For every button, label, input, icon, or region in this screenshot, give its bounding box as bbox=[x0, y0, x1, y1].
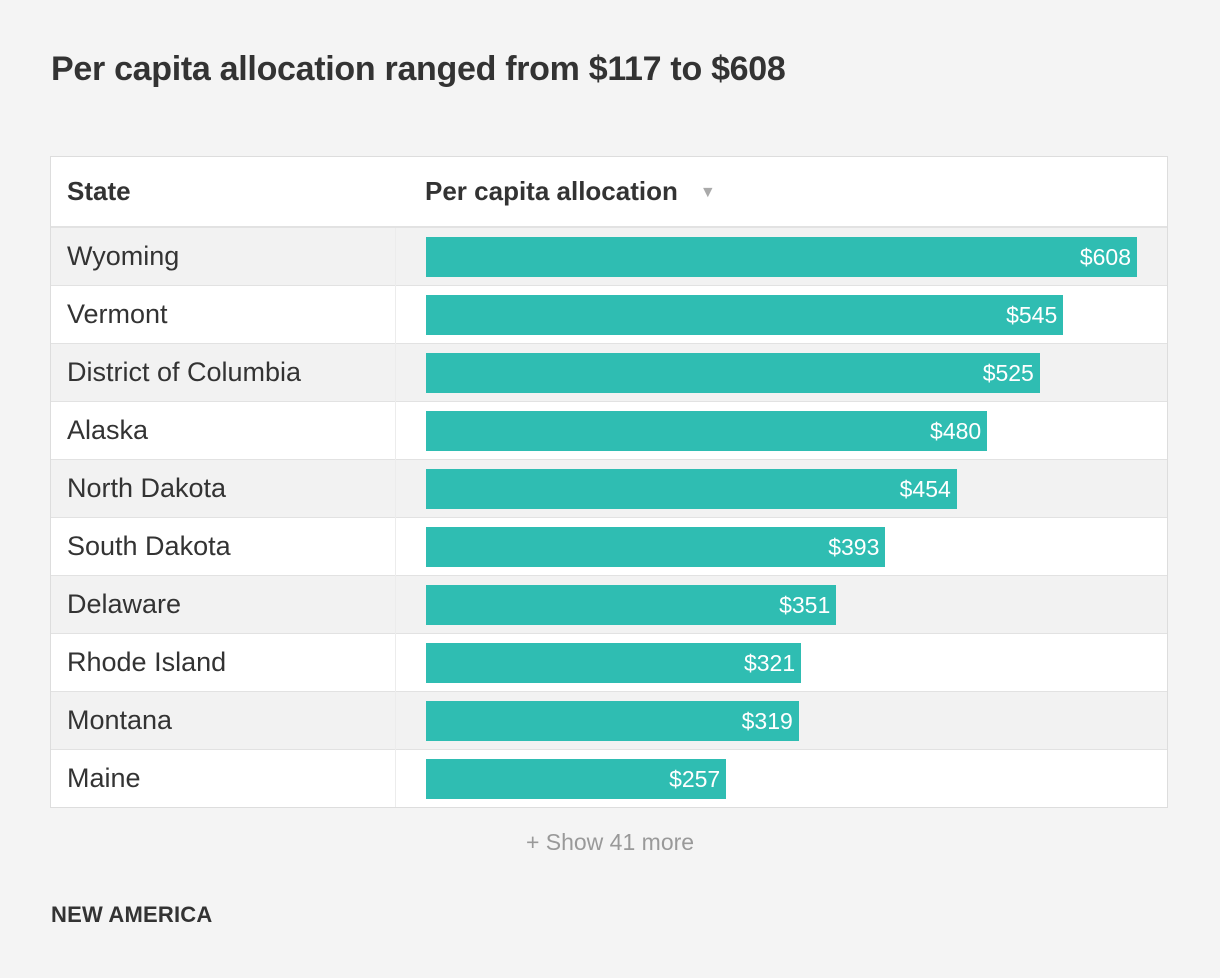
allocation-bar: $454 bbox=[425, 468, 957, 509]
table-row: Maine $257 bbox=[51, 749, 1167, 807]
table-header-row: State Per capita allocation ▼ bbox=[51, 157, 1167, 228]
bar-value-label: $321 bbox=[743, 649, 796, 676]
state-name: Montana bbox=[51, 691, 396, 750]
state-name: Vermont bbox=[51, 285, 396, 344]
state-name: South Dakota bbox=[51, 517, 396, 576]
column-header-allocation-label: Per capita allocation bbox=[425, 176, 678, 206]
allocation-bar: $257 bbox=[425, 758, 727, 799]
bar-cell: $545 bbox=[395, 285, 1167, 344]
bar-cell: $608 bbox=[395, 227, 1167, 286]
allocation-bar: $321 bbox=[425, 642, 802, 683]
state-name: Alaska bbox=[51, 401, 396, 460]
bar-cell: $321 bbox=[395, 633, 1167, 692]
column-header-allocation[interactable]: Per capita allocation ▼ bbox=[395, 157, 1167, 228]
allocation-bar: $480 bbox=[425, 410, 988, 451]
table-row: Alaska $480 bbox=[51, 401, 1167, 460]
bar-cell: $454 bbox=[395, 459, 1167, 518]
table-row: North Dakota $454 bbox=[51, 459, 1167, 518]
bar-cell: $525 bbox=[395, 343, 1167, 402]
state-name: North Dakota bbox=[51, 459, 396, 518]
brand-logo: NEW AMERICA bbox=[51, 902, 213, 927]
bar-value-label: $257 bbox=[669, 765, 721, 792]
data-table: State Per capita allocation ▼ Wyoming $608… bbox=[50, 156, 1168, 808]
chart-title: Per capita allocation ranged from $117 t… bbox=[51, 50, 786, 88]
column-header-state[interactable]: State bbox=[51, 157, 395, 228]
allocation-bar: $525 bbox=[425, 352, 1040, 393]
bar-value-label: $608 bbox=[1079, 243, 1131, 270]
table-row: Rhode Island $321 bbox=[51, 633, 1167, 692]
table-row: Wyoming $608 bbox=[51, 227, 1167, 286]
bar-value-label: $545 bbox=[1006, 301, 1058, 328]
table-row: South Dakota $393 bbox=[51, 517, 1167, 576]
bar-value-label: $525 bbox=[982, 359, 1034, 386]
bar-cell: $480 bbox=[395, 401, 1167, 460]
bar-cell: $319 bbox=[395, 691, 1167, 750]
bar-value-label: $319 bbox=[741, 707, 793, 734]
table-row: Vermont $545 bbox=[51, 285, 1167, 344]
table-row: Delaware $351 bbox=[51, 575, 1167, 634]
bar-cell: $257 bbox=[395, 749, 1167, 807]
state-name: District of Columbia bbox=[51, 343, 396, 402]
bar-value-label: $393 bbox=[828, 533, 880, 560]
allocation-bar: $393 bbox=[425, 526, 886, 567]
bar-value-label: $351 bbox=[779, 591, 831, 618]
state-name: Delaware bbox=[51, 575, 396, 634]
allocation-bar: $545 bbox=[425, 294, 1064, 335]
allocation-bar: $608 bbox=[425, 236, 1137, 277]
state-name: Maine bbox=[51, 749, 396, 807]
table-body: Wyoming $608 Vermont $545 District of Columb… bbox=[51, 227, 1167, 807]
state-name: Wyoming bbox=[51, 227, 396, 286]
sort-descending-icon[interactable]: ▼ bbox=[699, 184, 716, 201]
bar-cell: $393 bbox=[395, 517, 1167, 576]
bar-cell: $351 bbox=[395, 575, 1167, 634]
table-row: District of Columbia $525 bbox=[51, 343, 1167, 402]
allocation-bar: $351 bbox=[425, 584, 837, 625]
allocation-bar: $319 bbox=[425, 700, 799, 741]
show-more-button[interactable]: + Show 41 more bbox=[525, 829, 695, 855]
bar-value-label: $480 bbox=[930, 417, 982, 444]
bar-value-label: $454 bbox=[899, 475, 951, 502]
state-name: Rhode Island bbox=[51, 633, 396, 692]
table-row: Montana $319 bbox=[51, 691, 1167, 750]
